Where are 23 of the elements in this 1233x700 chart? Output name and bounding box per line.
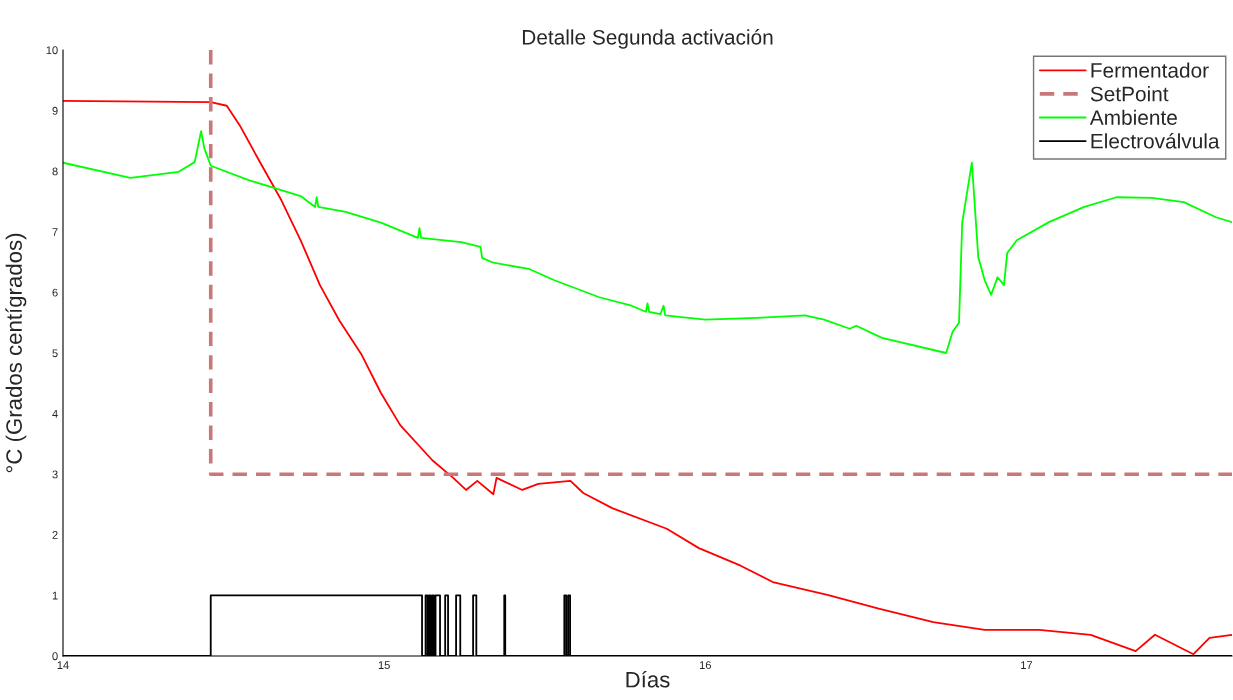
chart-title: Detalle Segunda activación (522, 29, 773, 49)
x-tick-label: 14 (57, 661, 69, 669)
y-tick-label: 2 (52, 531, 58, 539)
x-tick-label: 17 (1021, 661, 1033, 669)
legend-label: Fermentador (1091, 62, 1209, 78)
y-tick-label: 4 (52, 409, 58, 418)
legend-label: Ambiente (1089, 109, 1177, 125)
y-tick-label: 1 (52, 591, 58, 600)
y-tick-label: 8 (52, 167, 58, 176)
legend-label: SetPoint (1090, 86, 1169, 102)
x-tick-label: 16 (699, 661, 711, 670)
y-tick-label: 5 (52, 349, 58, 358)
legend-label: Electroválvula (1091, 133, 1220, 149)
x-axis-title: Días (626, 670, 670, 688)
line-series (63, 130, 1232, 354)
y-tick-label: 7 (52, 228, 58, 236)
y-tick-label: 6 (52, 288, 58, 297)
y-tick-label: 0 (52, 652, 58, 661)
y-axis-title: °C (Grados centígrados) (5, 233, 27, 473)
y-tick-label: 3 (52, 470, 58, 479)
y-tick-label: 10 (46, 46, 58, 55)
x-tick-label: 15 (378, 661, 390, 670)
y-tick-label: 9 (52, 106, 58, 115)
